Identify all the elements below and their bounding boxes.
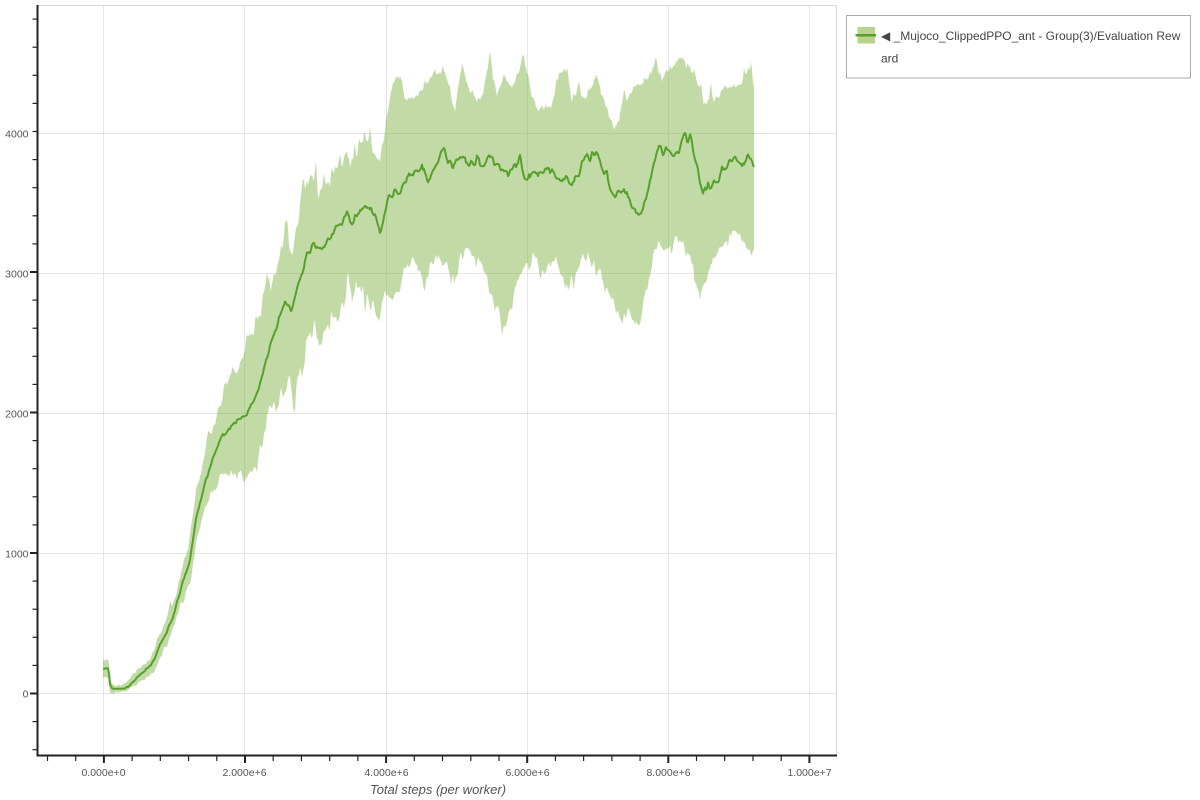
svg-text:0.000e+0: 0.000e+0 [81, 767, 125, 779]
svg-text:1000: 1000 [5, 549, 29, 561]
svg-text:6.000e+6: 6.000e+6 [505, 767, 549, 779]
svg-text:◀ _Mujoco_ClippedPPO_ant - Gro: ◀ _Mujoco_ClippedPPO_ant - Group(3)/Eval… [881, 29, 1181, 43]
svg-text:8.000e+6: 8.000e+6 [646, 767, 690, 779]
svg-text:1.000e+7: 1.000e+7 [787, 767, 831, 779]
svg-text:0: 0 [23, 689, 29, 701]
svg-text:2000: 2000 [5, 409, 29, 421]
svg-text:4.000e+6: 4.000e+6 [364, 767, 408, 779]
svg-text:ard: ard [881, 52, 898, 66]
svg-text:Total steps (per worker): Total steps (per worker) [370, 782, 506, 797]
svg-text:3000: 3000 [5, 269, 29, 281]
svg-text:4000: 4000 [5, 129, 29, 141]
svg-text:2.000e+6: 2.000e+6 [222, 767, 266, 779]
